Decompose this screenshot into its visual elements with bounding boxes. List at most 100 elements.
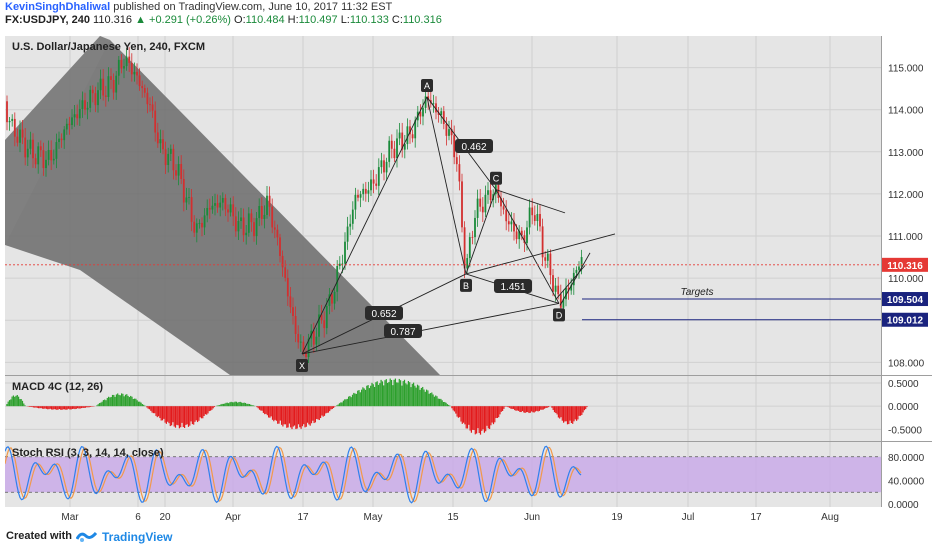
macd-bar xyxy=(78,406,80,409)
macd-bar xyxy=(15,395,17,407)
candle-body xyxy=(565,287,567,300)
macd-bar xyxy=(428,393,430,407)
candle-body xyxy=(344,241,346,264)
candle-body xyxy=(34,158,37,165)
macd-bar xyxy=(326,406,328,413)
symbol-label[interactable]: FX:USDJPY, 240 xyxy=(5,14,90,26)
macd-bar xyxy=(351,394,354,407)
macd-bar xyxy=(185,406,187,425)
macd-bar xyxy=(238,402,240,407)
candle-body xyxy=(562,299,565,308)
candle-body xyxy=(151,104,154,111)
candle-body xyxy=(479,198,482,207)
macd-bar xyxy=(260,406,262,411)
candle-body xyxy=(42,150,45,169)
pattern-point-label: B xyxy=(463,281,469,291)
macd-bar xyxy=(199,406,201,418)
macd-bar xyxy=(490,406,492,426)
macd-bar xyxy=(313,406,315,424)
change-value: +0.291 (+0.26%) xyxy=(149,14,231,26)
macd-bar xyxy=(177,406,179,426)
macd-bar xyxy=(195,406,197,421)
macd-bar xyxy=(477,406,479,429)
macd-bar xyxy=(452,406,454,411)
macd-bar xyxy=(344,399,346,407)
pattern-point-badge xyxy=(553,308,565,322)
macd-bar xyxy=(403,379,406,407)
candle-body xyxy=(325,305,328,329)
candle-body xyxy=(24,137,27,158)
macd-bar xyxy=(485,406,487,432)
candle-body xyxy=(437,112,440,115)
candle-body xyxy=(445,124,448,136)
candle-body xyxy=(333,291,336,304)
candle-body xyxy=(388,140,391,162)
current-price-label: 110.316 xyxy=(887,261,923,272)
macd-bar xyxy=(503,406,505,409)
macd-bar xyxy=(113,394,115,407)
candle-body xyxy=(520,230,523,236)
macd-bar xyxy=(189,406,191,426)
macd-bar xyxy=(274,406,276,420)
candle-body xyxy=(107,76,110,98)
macd-bar xyxy=(540,406,542,410)
candle-body xyxy=(552,275,554,292)
candle-body xyxy=(143,88,146,93)
candle-body xyxy=(466,258,469,269)
candle-body xyxy=(146,92,149,105)
macd-bar xyxy=(286,406,288,428)
candle-body xyxy=(169,148,172,154)
candle-body xyxy=(299,341,302,343)
candle-body xyxy=(336,266,339,292)
macd-bar xyxy=(426,389,428,407)
macd-bar xyxy=(164,406,166,423)
candle-body xyxy=(489,190,492,200)
candle-body xyxy=(8,120,11,123)
macd-bar xyxy=(34,406,36,408)
macd-bar xyxy=(146,406,148,408)
macd-bar xyxy=(474,406,476,435)
x-tick-label: 17 xyxy=(750,512,762,523)
candle-body xyxy=(203,215,206,228)
candle-body xyxy=(315,336,318,345)
macd-bar xyxy=(422,386,424,407)
macd-bar xyxy=(444,401,446,407)
macd-bar xyxy=(105,400,107,407)
candle-body xyxy=(463,227,466,269)
macd-bar xyxy=(66,406,68,410)
macd-bar xyxy=(271,406,274,420)
macd-bar xyxy=(61,406,63,410)
tradingview-brand-link[interactable]: TradingView xyxy=(102,530,173,544)
macd-bar xyxy=(261,406,263,411)
candle-body xyxy=(221,197,224,203)
candle-body xyxy=(424,96,427,108)
x-tick-label: Jul xyxy=(682,512,695,523)
macd-bar xyxy=(353,392,355,407)
macd-bar xyxy=(97,404,99,407)
tradingview-logo-icon[interactable] xyxy=(76,529,98,543)
macd-bar xyxy=(213,406,216,408)
macd-bar xyxy=(560,406,562,418)
macd-bar xyxy=(168,406,170,424)
macd-pane[interactable] xyxy=(5,376,881,441)
macd-bar xyxy=(392,385,394,407)
author-link[interactable]: KevinSinghDhaliwal xyxy=(5,1,111,13)
macd-bar xyxy=(498,406,500,418)
macd-bar xyxy=(132,398,134,407)
macd-bar xyxy=(340,402,342,407)
candle-body xyxy=(367,190,370,194)
macd-title: MACD 4C (12, 26) xyxy=(12,381,103,393)
macd-bar xyxy=(58,406,60,410)
macd-bar xyxy=(457,406,459,418)
macd-bar xyxy=(140,402,142,407)
candle-body xyxy=(11,118,14,121)
time-axis[interactable] xyxy=(5,507,881,524)
macd-bar xyxy=(64,406,66,410)
macd-bar xyxy=(547,406,550,408)
macd-bar xyxy=(440,398,442,407)
macd-bar xyxy=(374,386,376,407)
rsi-title: Stoch RSI (3, 3, 14, 14, close) xyxy=(12,447,164,459)
candle-body xyxy=(341,263,344,265)
candle-body xyxy=(468,237,471,259)
macd-bar xyxy=(282,406,284,427)
